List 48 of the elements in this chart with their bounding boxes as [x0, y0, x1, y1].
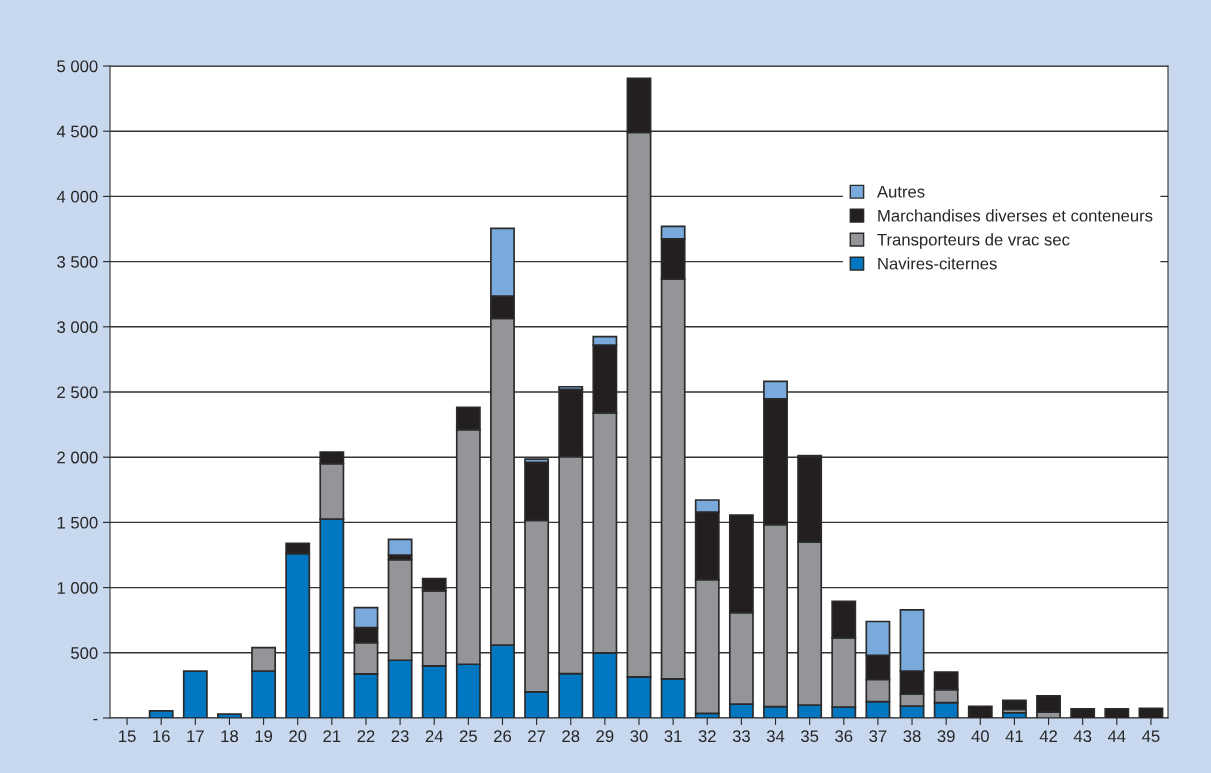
- y-tick-label: 3 000: [57, 321, 98, 333]
- x-tick-label: 36: [835, 730, 853, 743]
- y-tick-label: 4 500: [56, 125, 98, 138]
- x-tick-label: 20: [289, 730, 307, 743]
- x-tick-label: 28: [562, 730, 580, 743]
- y-tick-label: 5 000: [57, 60, 98, 73]
- x-tick-label: 16: [153, 730, 170, 743]
- x-tick-label: 33: [732, 730, 750, 743]
- x-tick-label: 45: [1142, 730, 1160, 743]
- legend-label: Autres: [876, 186, 925, 198]
- x-tick-label: 35: [801, 730, 819, 743]
- x-tick-label: 23: [391, 730, 409, 743]
- x-tick-label: 43: [1073, 730, 1092, 743]
- x-tick-label: 22: [357, 730, 375, 742]
- x-tick-label: 30: [630, 730, 648, 743]
- y-tick-label: 500: [71, 647, 98, 659]
- x-tick-label: 34: [766, 730, 785, 743]
- x-tick-label: 37: [869, 730, 887, 743]
- y-tick-label: 4 000: [56, 190, 98, 203]
- x-tick-label: 19: [255, 730, 273, 743]
- x-tick-label: 24: [425, 730, 444, 742]
- x-tick-label: 15: [119, 730, 136, 743]
- x-tick-label: 42: [1039, 730, 1057, 742]
- y-tick-label: 3 500: [57, 256, 98, 268]
- x-tick-label: 32: [698, 730, 716, 743]
- x-tick-label: 17: [187, 730, 204, 742]
- y-tick-label: 2 500: [57, 386, 98, 399]
- y-tick-label: -: [93, 718, 98, 721]
- x-tick-label: 25: [459, 730, 477, 743]
- y-tick-label: 1 000: [57, 582, 98, 594]
- y-tick-label: 1 500: [57, 516, 98, 529]
- x-tick-label: 44: [1107, 730, 1126, 742]
- x-tick-label: 26: [494, 730, 512, 743]
- x-tick-label: 18: [221, 730, 238, 743]
- bar: [1001, 699, 1027, 711]
- x-tick-label: 41: [1005, 730, 1023, 742]
- y-tick-label: 2 000: [57, 451, 98, 464]
- x-tick-label: 21: [323, 730, 341, 742]
- legend-label: Navires-citernes: [878, 257, 997, 270]
- legend-label: Transporteurs de vrac sec: [877, 233, 1070, 249]
- x-tick-label: 39: [937, 730, 955, 743]
- x-tick-label: 27: [528, 730, 546, 742]
- legend-label: Marchandises diverses et conteneurs: [878, 209, 1153, 222]
- x-tick-label: 38: [903, 730, 921, 743]
- x-tick-label: 40: [971, 730, 989, 743]
- x-tick-label: 31: [664, 730, 682, 743]
- x-tick-label: 29: [596, 730, 614, 743]
- bar: [387, 538, 413, 556]
